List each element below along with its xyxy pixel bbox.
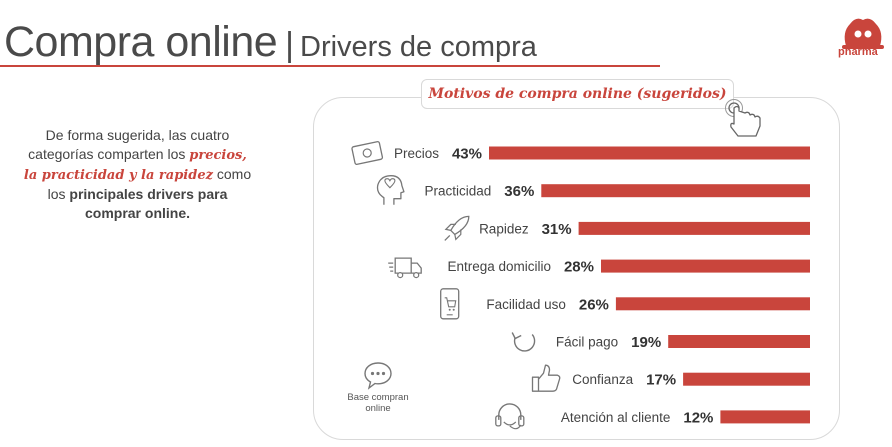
chart-title: Motivos de compra online (sugeridos) [421,79,734,109]
money-icon [351,141,384,165]
phone-cart-icon [440,288,460,320]
category-label-1: Practicidad [425,184,492,199]
intro-bold: principales drivers para comprar online. [69,186,228,221]
intro-highlight: precios, la practicidad y la rapidez [23,148,247,183]
delivery-truck-icon [388,257,422,279]
bar-3 [601,259,810,273]
data-label-7: 12% [683,409,713,426]
head-heart-icon [376,175,405,205]
data-label-1: 36% [504,183,534,200]
data-label-2: 31% [542,221,572,238]
data-label-4: 26% [579,296,609,313]
category-label-6: Confianza [572,372,633,387]
refresh-icon [511,332,536,352]
intro-part1: De forma sugerida, las cuatro categorías… [28,127,230,162]
data-label-5: 19% [631,334,661,351]
bar-6 [683,372,810,386]
page-title: Compra online | Drivers de compra [4,18,537,67]
bar-7 [720,410,810,424]
data-label-6: 17% [646,372,676,389]
data-label-3: 28% [564,259,594,276]
intro-text: De forma sugerida, las cuatro categorías… [20,126,255,223]
category-label-5: Fácil pago [556,335,618,350]
chat-bubble-icon [364,362,392,390]
thumbs-up-icon [531,364,561,392]
pointing-hand-icon [725,99,761,137]
rocket-icon [444,215,470,241]
bar-5 [668,335,810,348]
bar-2 [578,221,810,235]
title-separator: | [285,26,294,64]
data-label-0: 43% [452,146,482,163]
title-divider [0,65,660,67]
category-label-0: Precios [394,146,439,161]
category-label-7: Atención al cliente [561,410,671,425]
logo-text: pharma [838,46,878,58]
category-label-3: Entrega domicilio [447,259,551,274]
headset-icon [495,403,525,430]
base-note: Base compran online [347,392,409,414]
bar-1 [541,184,810,198]
category-label-2: Rapidez [479,221,529,236]
category-label-4: Facilidad uso [486,297,566,312]
pharma-logo-icon [842,18,884,49]
title-subtitle: Drivers de compra [300,31,537,63]
bar-0 [489,146,810,160]
title-main: Compra online [4,18,278,66]
bar-4 [615,297,810,311]
intro-part2: como los [47,166,252,202]
